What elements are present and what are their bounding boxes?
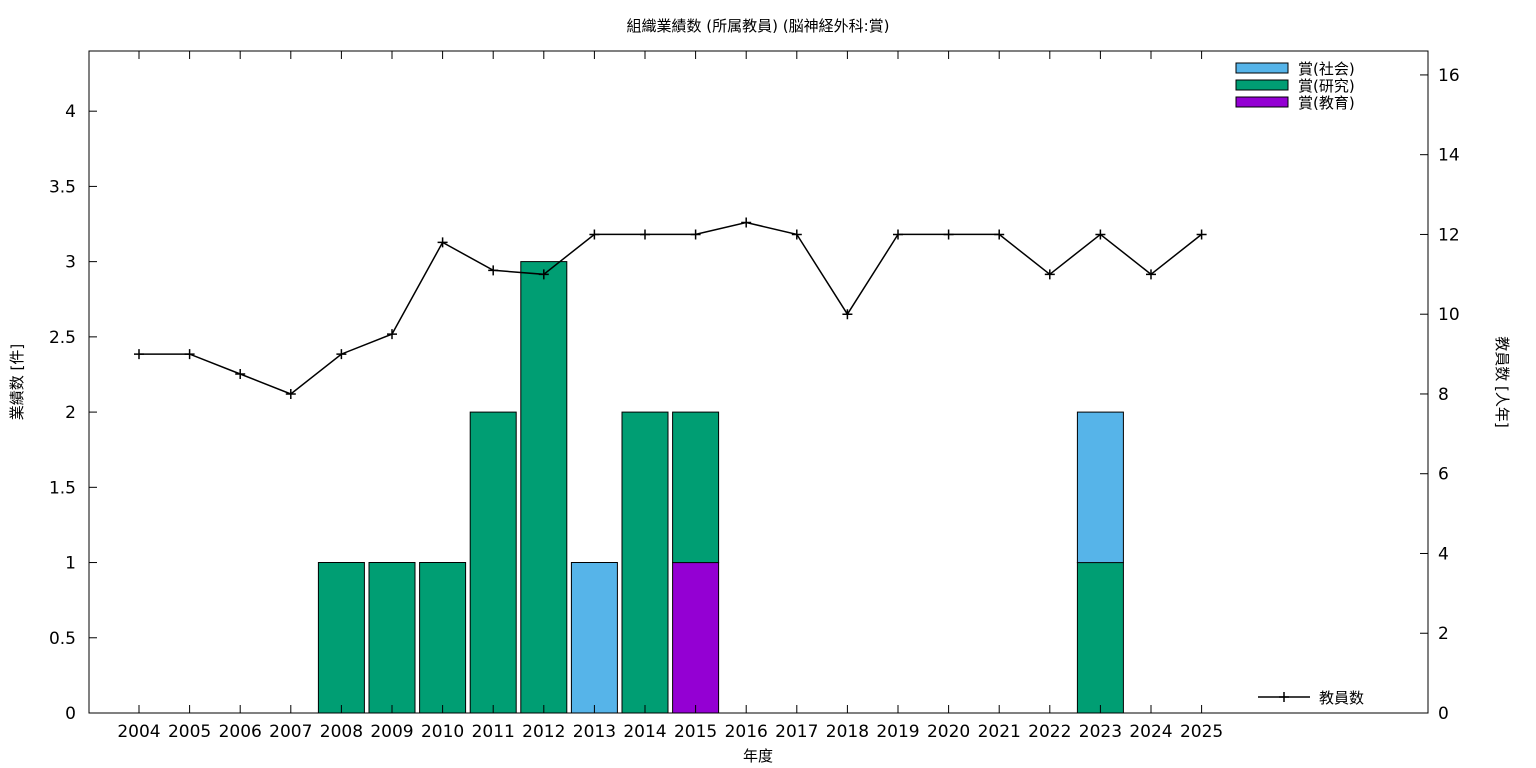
y2-tick-label-2: 2 [1438, 624, 1449, 644]
y2-tick-label-12: 12 [1438, 225, 1460, 245]
bar-2010-賞(研究) [419, 562, 467, 714]
x-tick-label-2017: 2017 [775, 722, 818, 742]
x-tick-label-2004: 2004 [117, 722, 160, 742]
legend-label-賞(教育): 賞(教育) [1298, 94, 1355, 112]
x-tick-label-2012: 2012 [522, 722, 565, 742]
x-tick-label-2023: 2023 [1079, 722, 1122, 742]
x-tick-label-2008: 2008 [320, 722, 363, 742]
x-tick-label-2016: 2016 [725, 722, 768, 742]
x-tick-label-2015: 2015 [674, 722, 717, 742]
bar-2012-賞(研究) [520, 261, 568, 714]
line-point-2004 [134, 349, 144, 360]
legend-line-marker [1279, 692, 1289, 702]
y-tick-label-3: 3 [65, 253, 76, 273]
bar-2015-賞(教育) [672, 562, 720, 714]
x-axis-label: 年度 [743, 747, 773, 765]
line-point-2023 [1095, 229, 1106, 240]
bar-2013-賞(社会) [570, 562, 618, 714]
x-tick-label-2011: 2011 [472, 722, 515, 742]
bar-2009-賞(研究) [368, 562, 416, 714]
x-tick-label-2019: 2019 [876, 722, 919, 742]
x-tick-label-2007: 2007 [269, 722, 312, 742]
bar-2008-賞(研究) [317, 562, 365, 714]
line-point-2014 [640, 229, 650, 240]
y-tick-label-0: 0 [65, 704, 76, 724]
y-tick-label-4: 4 [65, 102, 76, 122]
line-point-2019 [893, 229, 903, 240]
line-point-2006 [235, 369, 246, 380]
line-point-2016 [741, 217, 752, 228]
x-tick-label-2020: 2020 [927, 722, 970, 742]
x-tick-label-2014: 2014 [623, 722, 666, 742]
y2-tick-label-14: 14 [1438, 146, 1460, 166]
line-point-2020 [943, 229, 954, 240]
legend-swatch-賞(社会) [1235, 62, 1289, 74]
bar-2015-賞(研究) [672, 411, 720, 564]
y-tick-label-0.5: 0.5 [49, 629, 76, 649]
plot-frame [88, 50, 1429, 714]
line-point-2022 [1044, 269, 1055, 280]
chart-title: 組織業績数 (所属教員) (脳神経外科:賞) [627, 17, 890, 35]
x-tick-label-2013: 2013 [573, 722, 616, 742]
y-tick-label-3.5: 3.5 [49, 177, 76, 197]
y-axis-label: 業績数 [件] [8, 344, 26, 420]
y2-tick-label-0: 0 [1438, 704, 1449, 724]
x-tick-label-2021: 2021 [978, 722, 1021, 742]
bar-2011-賞(研究) [469, 411, 517, 714]
y2-tick-label-4: 4 [1438, 544, 1449, 564]
line-point-2008 [336, 349, 347, 360]
line-series-path [139, 221, 1203, 395]
legend-label-賞(研究): 賞(研究) [1298, 77, 1355, 95]
y2-tick-label-6: 6 [1438, 465, 1449, 485]
legend-swatch-賞(教育) [1235, 96, 1289, 108]
bar-2023-賞(研究) [1076, 562, 1124, 714]
line-point-2018 [842, 309, 853, 320]
y2-tick-label-16: 16 [1438, 66, 1460, 86]
x-tick-label-2010: 2010 [421, 722, 464, 742]
line-point-2010 [437, 237, 448, 248]
y-tick-label-2: 2 [65, 403, 76, 423]
x-tick-label-2006: 2006 [219, 722, 262, 742]
x-tick-label-2005: 2005 [168, 722, 211, 742]
bar-2023-賞(社会) [1076, 411, 1124, 564]
line-point-2015 [690, 229, 701, 240]
x-tick-label-2025: 2025 [1180, 722, 1223, 742]
line-point-2021 [994, 229, 1005, 240]
bar-2014-賞(研究) [621, 411, 669, 714]
x-tick-label-2022: 2022 [1028, 722, 1071, 742]
line-point-2007 [285, 388, 296, 399]
y-tick-label-1.5: 1.5 [49, 478, 76, 498]
line-point-2009 [387, 329, 397, 340]
bars-group [317, 261, 1124, 714]
y-tick-label-2.5: 2.5 [49, 328, 76, 348]
line-point-2005 [184, 349, 195, 360]
line-series-group [134, 217, 1207, 399]
y-tick-label-1: 1 [65, 554, 76, 574]
line-point-2012 [538, 269, 549, 280]
y2-tick-label-8: 8 [1438, 385, 1449, 405]
line-point-2024 [1146, 269, 1156, 280]
y2-tick-label-10: 10 [1438, 305, 1460, 325]
legend-swatch-賞(研究) [1235, 79, 1289, 91]
x-tick-label-2009: 2009 [370, 722, 413, 742]
line-point-2013 [589, 229, 600, 240]
legend-label-line: 教員数 [1319, 689, 1364, 707]
line-point-2017 [791, 229, 802, 240]
legend-group: 賞(社会)賞(研究)賞(教育) 教員数 [1235, 60, 1364, 707]
line-point-2025 [1196, 229, 1207, 240]
x-tick-label-2024: 2024 [1129, 722, 1172, 742]
line-point-2011 [488, 265, 499, 276]
x-tick-label-2018: 2018 [826, 722, 869, 742]
axes-group: 0 0.5 1 1.5 2 2.5 3 3.5 4 0 2 4 6 8 10 12 14 16 2004 2005 20… [49, 50, 1460, 742]
y2-axis-label: 教員数 [人年] [1493, 336, 1511, 427]
legend-label-賞(社会): 賞(社会) [1298, 60, 1355, 78]
